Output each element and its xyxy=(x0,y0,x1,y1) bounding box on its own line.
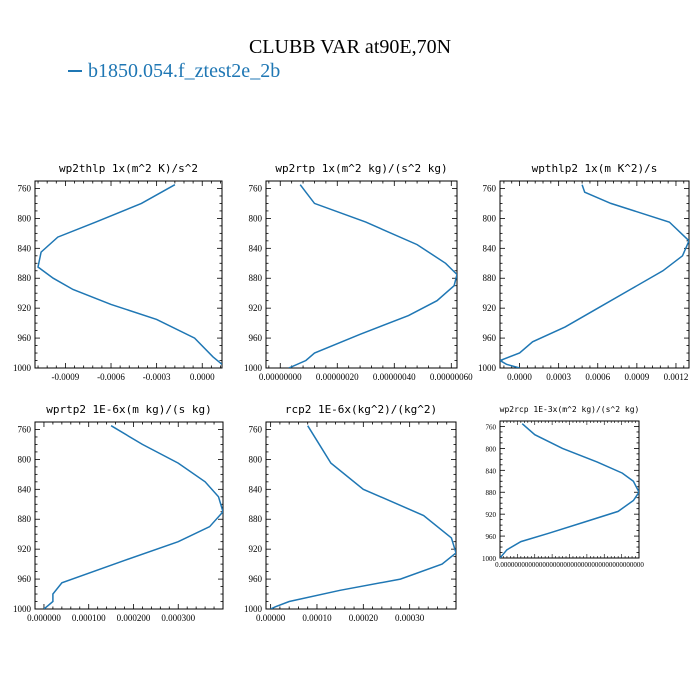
y-tick-label: 1000 xyxy=(478,363,497,373)
y-tick-label: 960 xyxy=(249,574,263,584)
legend-swatch xyxy=(68,70,82,73)
x-tick-label: 0.0012 xyxy=(664,372,689,382)
panel-2: wp2rtp 1x(m^2 kg)/(s^2 kg) 760 800 840 880 92… xyxy=(244,162,473,382)
x-tick-label: -0.0006 xyxy=(97,372,125,382)
panel-title: wpthlp2 1x(m K^2)/s xyxy=(532,162,658,175)
y-tick-label: 760 xyxy=(249,424,263,434)
plot-frame xyxy=(499,180,690,369)
x-tick-label: 0.000000 xyxy=(27,613,61,623)
x-tick-label: 0.00030 xyxy=(395,613,425,623)
y-tick-label: 920 xyxy=(18,544,32,554)
y-tick-label: 760 xyxy=(18,183,32,193)
y-tick-label: 760 xyxy=(18,424,32,434)
series-line xyxy=(500,423,639,558)
x-tick-label: 0.0000 xyxy=(190,372,215,382)
x-tick-label: 0.00020 xyxy=(349,613,379,623)
x-tick-label: 0.0000 xyxy=(507,372,532,382)
y-tick-label: 840 xyxy=(483,243,497,253)
plot-frame xyxy=(34,421,224,610)
panel-title: wp2thlp 1x(m^2 K)/s^2 xyxy=(59,162,198,175)
x-tick-label: 0.00000 xyxy=(256,613,286,623)
y-tick-label: 1000 xyxy=(13,363,32,373)
y-tick-label: 880 xyxy=(18,514,32,524)
x-tick-label: 0.00000000 xyxy=(259,372,302,382)
panel-4: wprtp2 1E-6x(m kg)/(s kg) 760 800 840 880 920… xyxy=(13,403,224,623)
series-line xyxy=(43,425,223,609)
series-line xyxy=(270,425,456,609)
y-tick-label: 880 xyxy=(18,273,32,283)
x-tick-label: 0.0003 xyxy=(546,372,571,382)
y-tick-label: 840 xyxy=(486,467,497,475)
y-tick-label: 960 xyxy=(18,333,32,343)
panel-title: wprtp2 1E-6x(m kg)/(s kg) xyxy=(46,403,212,416)
y-tick-label: 760 xyxy=(483,183,497,193)
y-tick-label: 800 xyxy=(18,454,32,464)
panel-title: wp2rcp 1E-3x(m^2 kg)/(s^2 kg) xyxy=(500,405,640,414)
y-tick-label: 920 xyxy=(18,303,32,313)
y-tick-label: 1000 xyxy=(244,363,263,373)
y-tick-label: 800 xyxy=(18,213,32,223)
y-tick-label: 880 xyxy=(486,489,497,497)
y-tick-label: 760 xyxy=(249,183,263,193)
x-tick-label: -0.0009 xyxy=(52,372,80,382)
series-line xyxy=(37,184,222,365)
y-tick-label: 880 xyxy=(483,273,497,283)
panel-5: rcp2 1E-6x(kg^2)/(kg^2) 760 800 840 880 920 96… xyxy=(244,403,457,623)
panel-6: wp2rcp 1E-3x(m^2 kg)/(s^2 kg) 760 800 840 88… xyxy=(482,405,644,569)
y-tick-label: 840 xyxy=(249,484,263,494)
panel-title: rcp2 1E-6x(kg^2)/(kg^2) xyxy=(285,403,437,416)
plot-frame xyxy=(265,421,457,610)
x-tick-label: 0.000100 xyxy=(72,613,106,623)
y-tick-label: 960 xyxy=(486,533,497,541)
y-tick-label: 840 xyxy=(18,484,32,494)
x-tick-label: 0.0006 xyxy=(585,372,610,382)
y-tick-label: 800 xyxy=(249,454,263,464)
x-tick-label: 0.0009 xyxy=(624,372,649,382)
x-tick-label: 0.00010 xyxy=(302,613,332,623)
y-tick-label: 920 xyxy=(483,303,497,313)
main-title: CLUBB VAR at90E,70N xyxy=(248,36,452,58)
y-tick-label: 800 xyxy=(249,213,263,223)
series-line xyxy=(288,184,457,368)
y-tick-label: 1000 xyxy=(482,555,497,563)
y-tick-label: 760 xyxy=(486,423,497,431)
legend: b1850.054.f_ztest2e_2b xyxy=(68,59,280,83)
y-tick-label: 960 xyxy=(18,574,32,584)
x-tick-label: 0.000200 xyxy=(117,613,151,623)
y-tick-label: 1000 xyxy=(13,604,32,614)
panel-1: wp2thlp 1x(m^2 K)/s^2 760 800 840 880 920 960 1… xyxy=(13,162,223,382)
y-tick-label: 960 xyxy=(483,333,497,343)
x-tick-label: 0.00000040 xyxy=(373,372,416,382)
panel-title: wp2rtp 1x(m^2 kg)/(s^2 kg) xyxy=(275,162,447,175)
y-tick-label: 920 xyxy=(249,303,263,313)
plot-frame xyxy=(265,180,458,369)
panel-3: wpthlp2 1x(m K^2)/s 760 800 840 880 920 960 100… xyxy=(478,162,690,382)
legend-label: b1850.054.f_ztest2e_2b xyxy=(88,59,281,82)
x-tick-label: -0.0003 xyxy=(143,372,171,382)
y-tick-label: 880 xyxy=(249,273,263,283)
x-tick-label: 0.000300 xyxy=(161,613,195,623)
x-tick-label: 0.00000000000000000000000000000000000000… xyxy=(495,561,644,569)
x-tick-label: 0.00000020 xyxy=(316,372,359,382)
y-tick-label: 880 xyxy=(249,514,263,524)
y-tick-label: 840 xyxy=(18,243,32,253)
x-tick-label: 0.00000060 xyxy=(430,372,473,382)
plot-frame xyxy=(34,180,223,369)
y-tick-label: 1000 xyxy=(244,604,263,614)
series-line xyxy=(500,184,689,368)
y-tick-label: 960 xyxy=(249,333,263,343)
y-tick-label: 800 xyxy=(483,213,497,223)
plot-frame xyxy=(499,420,640,559)
y-tick-label: 920 xyxy=(249,544,263,554)
y-tick-label: 920 xyxy=(486,511,497,519)
y-tick-label: 800 xyxy=(486,445,497,453)
y-tick-label: 840 xyxy=(249,243,263,253)
